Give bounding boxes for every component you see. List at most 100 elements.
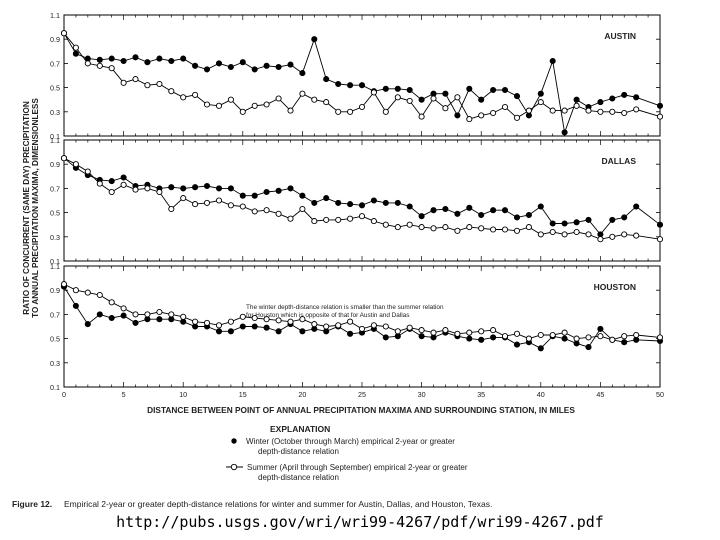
- austin-summer-point: [84, 60, 91, 67]
- dallas-winter-point: [192, 184, 199, 191]
- houston-winter-point: [347, 330, 354, 337]
- austin-summer-point: [597, 108, 604, 115]
- austin-summer-point: [418, 113, 425, 120]
- figure-caption: Figure 12. Empirical 2-year or greater d…: [12, 499, 492, 509]
- austin-summer-point: [358, 103, 366, 111]
- austin-winter-point: [120, 57, 127, 65]
- dallas-winter-point: [370, 197, 377, 204]
- legend-winter-line2: depth-distance relation: [258, 447, 339, 456]
- austin-summer-point: [370, 89, 377, 96]
- x-tick-label: 40: [537, 390, 545, 399]
- houston-winter-point: [120, 312, 127, 319]
- legend-title: EXPLANATION: [270, 424, 330, 434]
- austin-winter-point: [311, 36, 318, 43]
- austin-winter-point: [227, 63, 234, 71]
- dallas-winter-point: [478, 211, 485, 219]
- legend-winter-marker: [231, 438, 237, 444]
- houston-summer-point: [311, 321, 318, 328]
- dallas-winter-point: [549, 220, 556, 227]
- houston-y-tick-label: 0.3: [50, 359, 60, 368]
- austin-winter-point: [501, 86, 509, 94]
- dallas-summer-point: [525, 224, 532, 231]
- houston-summer-point: [323, 323, 330, 330]
- dallas-summer-point: [394, 224, 401, 231]
- houston-winter-point: [72, 302, 79, 309]
- houston-winter-point: [96, 311, 103, 318]
- dallas-summer-point: [633, 232, 640, 239]
- dallas-winter-point: [203, 182, 211, 190]
- dallas-summer-point: [275, 210, 282, 217]
- houston-winter-point: [478, 336, 485, 343]
- austin-summer-point: [132, 76, 139, 83]
- houston-winter-point: [84, 321, 91, 328]
- dallas-summer-point: [311, 218, 318, 225]
- dallas-summer-point: [490, 226, 497, 233]
- houston-winter-point: [227, 328, 234, 335]
- dallas-winter-point: [454, 210, 461, 217]
- austin-summer-point: [537, 99, 544, 106]
- houston-summer-point: [609, 336, 616, 343]
- austin-winter-point: [609, 95, 616, 102]
- dallas-winter-point: [394, 199, 401, 206]
- austin-panel-frame: [63, 14, 661, 137]
- dallas-winter-point: [656, 221, 664, 228]
- houston-summer-point: [299, 316, 306, 323]
- austin-summer-point: [573, 102, 580, 109]
- houston-winter-point: [597, 325, 604, 332]
- houston-summer-point: [406, 324, 413, 331]
- houston-y-tick-label: 1.1: [50, 262, 60, 271]
- houston-summer-point: [513, 330, 521, 337]
- austin-summer-point: [60, 30, 68, 37]
- austin-winter-point: [406, 86, 413, 94]
- austin-panel-title: AUSTIN: [604, 31, 636, 41]
- austin-summer-point: [287, 107, 294, 114]
- dallas-summer-point: [561, 231, 568, 238]
- austin-y-tick-label: 0.3: [50, 108, 60, 117]
- austin-winter-point: [394, 85, 401, 92]
- austin-y-tick-label: 0.7: [50, 59, 60, 68]
- dallas-winter-point: [335, 199, 342, 206]
- austin-winter-point: [192, 62, 199, 69]
- austin-summer-point: [120, 79, 127, 86]
- houston-summer-point: [132, 311, 139, 318]
- austin-summer-point: [466, 116, 473, 123]
- dallas-winter-point: [275, 187, 282, 194]
- dallas-winter-point: [430, 207, 437, 214]
- austin-summer-point: [215, 102, 223, 109]
- dallas-y-tick-label: 0.3: [50, 233, 60, 242]
- dallas-summer-point: [299, 205, 306, 213]
- houston-summer-point: [168, 311, 175, 318]
- x-tick-label: 10: [179, 390, 187, 399]
- austin-winter-point: [537, 90, 544, 97]
- dallas-summer-point: [597, 236, 604, 243]
- austin-summer-point: [156, 80, 163, 88]
- austin-winter-point: [466, 85, 473, 92]
- dallas-winter-point: [323, 195, 330, 202]
- austin-summer-point: [585, 107, 592, 114]
- austin-winter-point: [203, 66, 211, 73]
- dallas-panel-frame: [63, 139, 661, 262]
- dallas-summer-point: [287, 215, 294, 222]
- houston-winter-point: [215, 328, 223, 335]
- dallas-winter-point: [215, 185, 223, 192]
- austin-winter-point: [132, 54, 139, 61]
- houston-summer-point: [96, 291, 103, 299]
- houston-winter-point: [394, 333, 401, 340]
- x-tick-label: 20: [298, 390, 306, 399]
- dallas-summer-point: [549, 228, 556, 236]
- houston-y-tick-label: 0.9: [50, 286, 60, 295]
- austin-winter-point: [251, 66, 258, 73]
- dallas-winter-point: [251, 192, 258, 199]
- houston-summer-point: [430, 329, 437, 336]
- dallas-y-tick-label: 0.5: [50, 209, 60, 218]
- dallas-summer-point: [430, 225, 437, 232]
- austin-winter-point: [215, 60, 223, 67]
- dallas-y-tick-label: 0.1: [50, 257, 60, 266]
- dallas-winter-point: [418, 213, 425, 220]
- dallas-winter-point: [490, 207, 497, 214]
- x-tick-label: 30: [418, 390, 426, 399]
- austin-winter-point: [263, 62, 270, 69]
- austin-summer-point: [478, 112, 485, 119]
- houston-summer-point: [156, 308, 163, 316]
- austin-winter-point: [621, 91, 628, 98]
